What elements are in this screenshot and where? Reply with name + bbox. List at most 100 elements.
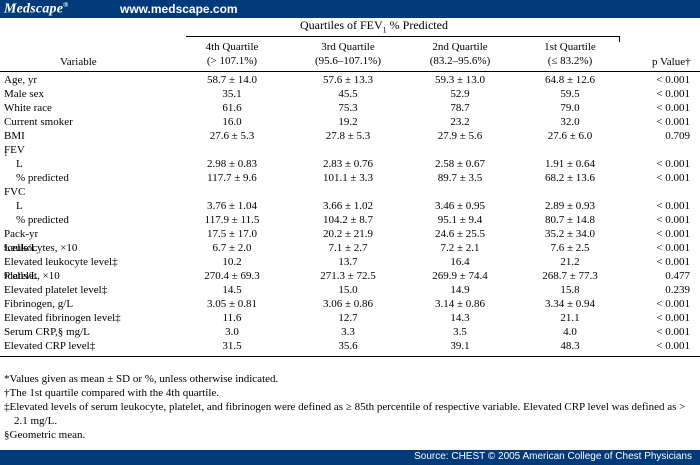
cell-q2: 39.1 [450, 340, 470, 352]
cell-q1: 59.5 [560, 88, 580, 100]
cell-pvalue: < 0.001 [656, 88, 690, 100]
header-rule [0, 71, 700, 72]
row-label: FEV 1 [4, 143, 25, 161]
cell-q3: 75.3 [338, 102, 358, 114]
site-url-link[interactable]: www.medscape.com [120, 2, 238, 16]
cell-pvalue: < 0.001 [656, 312, 690, 324]
cell-q4: 11.6 [222, 312, 242, 324]
cell-q3: 3.66 ± 1.02 [322, 200, 374, 212]
row-label: % predicted [16, 214, 69, 226]
table-row: Pack-yr 17.5 ± 17.0 20.2 ± 21.9 24.6 ± 2… [0, 227, 700, 241]
row-label: Elevated platelet level‡ [4, 284, 108, 296]
cell-q3: 2.83 ± 0.76 [322, 158, 374, 170]
logo-text: Medscape [4, 1, 64, 17]
cell-pvalue: < 0.001 [656, 326, 690, 338]
table-row: Age, yr 58.7 ± 14.0 57.6 ± 13.3 59.3 ± 1… [0, 73, 700, 87]
quartiles-title-sub: 1 [382, 25, 387, 35]
cell-q3: 13.7 [338, 256, 358, 268]
cell-q4: 117.9 ± 11.5 [204, 214, 260, 226]
cell-pvalue: 0.239 [665, 284, 690, 296]
cell-q2: 27.9 ± 5.6 [437, 130, 483, 142]
row-label: Pack-yr [4, 228, 39, 240]
cell-q1: 1.91 ± 0.64 [544, 158, 596, 170]
cell-q2: 16.4 [450, 256, 470, 268]
table-row: Elevated fibrinogen level‡ 11.6 12.7 14.… [0, 311, 700, 325]
footnote-values: *Values given as mean ± SD or %, unless … [4, 373, 279, 385]
cell-q2: 3.5 [453, 326, 467, 338]
cell-q4: 6.7 ± 2.0 [212, 242, 252, 254]
cell-q1: 7.6 ± 2.5 [550, 242, 590, 254]
column-range: (≤ 83.2%) [547, 55, 593, 67]
table-row: Current smoker 16.0 19.2 23.2 32.0 < 0.0… [0, 115, 700, 129]
row-label-unit: cells/L [7, 270, 38, 282]
cell-q4: 16.0 [222, 116, 242, 128]
cell-q3: 3.06 ± 0.86 [322, 298, 374, 310]
table-row: Elevated CRP level‡ 31.5 35.6 39.1 48.3 … [0, 339, 700, 353]
cell-q1: 2.89 ± 0.93 [544, 200, 596, 212]
cell-q4: 10.2 [222, 256, 242, 268]
cell-q2: 14.3 [450, 312, 470, 324]
cell-q2: 269.9 ± 74.4 [432, 270, 488, 282]
row-label: FVC [4, 186, 26, 198]
cell-pvalue: < 0.001 [656, 228, 690, 240]
cell-q2: 14.9 [450, 284, 470, 296]
cell-q1: 21.2 [560, 256, 580, 268]
cell-q4: 27.6 ± 5.3 [209, 130, 255, 142]
row-label: L [16, 200, 23, 212]
row-label: Leukocytes, ×10 9 cells/L [4, 241, 77, 259]
row-label: BMI [4, 130, 25, 142]
cell-pvalue: < 0.001 [656, 158, 690, 170]
cell-q4: 14.5 [222, 284, 242, 296]
table-row: Leukocytes, ×10 9 cells/L 6.7 ± 2.0 7.1 ±… [0, 241, 700, 255]
column-header-q2: 2nd Quartile (83.2–95.6%) [410, 40, 510, 68]
quartiles-group-title: Quartiles of FEV1 % Predicted [300, 18, 448, 34]
cell-pvalue: < 0.001 [656, 298, 690, 310]
table-row: % predicted 117.9 ± 11.5 104.2 ± 8.7 95.… [0, 213, 700, 227]
row-label-sub: 1 [4, 150, 8, 159]
row-label: Serum CRP,§ mg/L [4, 326, 90, 338]
table-row: % predicted 117.7 ± 9.6 101.1 ± 3.3 89.7… [0, 171, 700, 185]
footnote-geometric-mean: §Geometric mean. [4, 429, 86, 441]
medscape-logo[interactable]: Medscape® [4, 1, 69, 18]
cell-q1: 68.2 ± 13.6 [544, 172, 596, 184]
cell-pvalue: < 0.001 [656, 200, 690, 212]
table-row: Fibrinogen, g/L 3.05 ± 0.81 3.06 ± 0.86 … [0, 297, 700, 311]
cell-q1: 21.1 [560, 312, 580, 324]
row-label: Fibrinogen, g/L [4, 298, 74, 310]
row-label-exponent: 9 [4, 244, 8, 252]
cell-q1: 15.8 [560, 284, 580, 296]
column-name: 2nd Quartile [432, 41, 488, 53]
row-label: Elevated leukocyte level‡ [4, 256, 118, 268]
footnote-comparison: †The 1st quartile compared with the 4th … [4, 387, 220, 399]
cell-pvalue: 0.709 [665, 130, 690, 142]
cell-pvalue: < 0.001 [656, 256, 690, 268]
cell-q2: 52.9 [450, 88, 470, 100]
row-label: Elevated CRP level‡ [4, 340, 96, 352]
cell-q1: 4.0 [563, 326, 577, 338]
quartiles-title-end: % Predicted [386, 18, 448, 32]
cell-q2: 7.2 ± 2.1 [440, 242, 480, 254]
cell-pvalue: 0.477 [665, 270, 690, 282]
table-row-group-fvc: FVC [0, 185, 700, 199]
cell-q3: 104.2 ± 8.7 [322, 214, 374, 226]
cell-q1: 48.3 [560, 340, 580, 352]
cell-pvalue: < 0.001 [656, 172, 690, 184]
row-label-unit: cells/L [7, 242, 38, 254]
cell-q4: 17.5 ± 17.0 [206, 228, 258, 240]
table-row: L 3.76 ± 1.04 3.66 ± 1.02 3.46 ± 0.95 2.… [0, 199, 700, 213]
cell-q1: 79.0 [560, 102, 580, 114]
cell-q3: 7.1 ± 2.7 [328, 242, 368, 254]
column-name: 1st Quartile [544, 41, 596, 53]
header-bar: Medscape® www.medscape.com [0, 0, 700, 18]
row-label: L [16, 158, 23, 170]
cell-q4: 117.7 ± 9.6 [207, 172, 257, 184]
cell-q4: 61.6 [222, 102, 242, 114]
cell-q3: 27.8 ± 5.3 [325, 130, 371, 142]
column-header-q1: 1st Quartile (≤ 83.2%) [520, 40, 620, 68]
cell-q4: 58.7 ± 14.0 [206, 74, 258, 86]
row-label-text: Platelet, ×10 [4, 270, 60, 282]
registered-mark: ® [63, 1, 69, 9]
row-label: Current smoker [4, 116, 73, 128]
cell-q3: 3.3 [341, 326, 355, 338]
pvalue-header: p Value† [652, 56, 691, 68]
